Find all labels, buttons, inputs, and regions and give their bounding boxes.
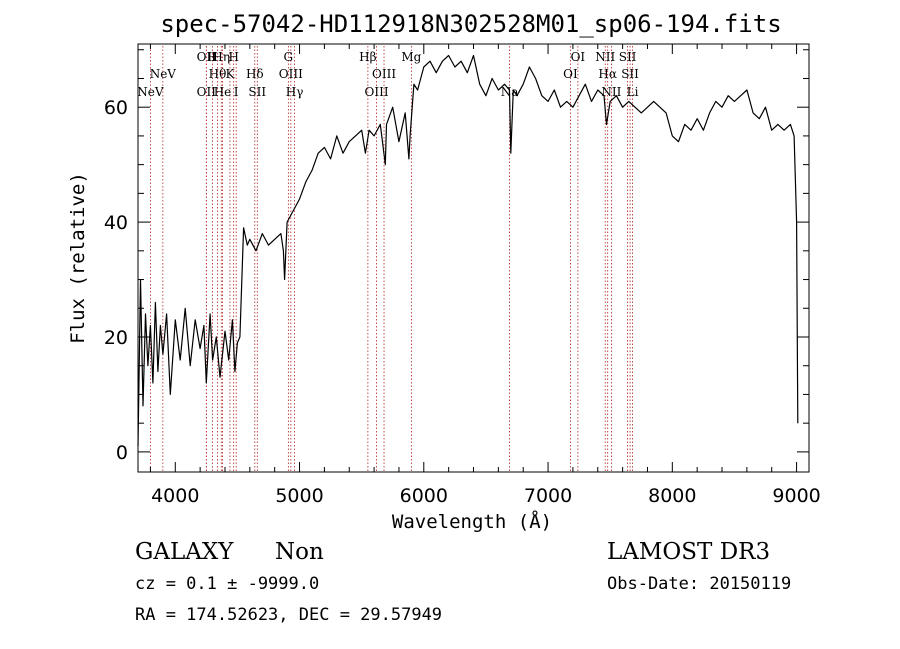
object-class: GALAXY — [135, 539, 234, 565]
line-label-19: Mg — [401, 50, 421, 64]
line-label-16: Hβ — [359, 50, 376, 64]
line-label-22: OI — [571, 50, 586, 64]
line-label-26: SII — [619, 50, 637, 64]
spectral-line-labels: NeVNeVOIIOIIHHθHηHeKHIHδSIIGOIIIHγHβOIII… — [137, 50, 639, 99]
line-label-0: NeV — [137, 85, 164, 99]
line-label-21: OI — [563, 67, 578, 81]
line-label-1: NeV — [150, 67, 177, 81]
plot-frame — [137, 43, 810, 473]
line-label-24: Hα — [598, 67, 617, 81]
line-label-13: G — [284, 50, 294, 64]
line-label-11: Hδ — [246, 67, 264, 81]
coordinates: RA = 174.52623, DEC = 29.57949 — [135, 605, 442, 625]
y-tick-label-2: 40 — [104, 212, 128, 234]
x-axis-label: Wavelength (Å) — [392, 510, 552, 533]
line-label-18: OIII — [372, 67, 396, 81]
y-tick-label-0: 0 — [116, 442, 128, 464]
line-label-17: OIII — [365, 85, 389, 99]
x-tick-label-5: 9000 — [772, 485, 820, 507]
obs-date: Obs-Date: 20150119 — [607, 574, 791, 594]
object-subclass: Non — [275, 539, 324, 565]
line-label-3: OII — [197, 85, 217, 99]
y-tick-label-3: 60 — [104, 97, 128, 119]
spectrum-series-line — [137, 54, 799, 447]
x-tick-label-3: 7000 — [524, 485, 572, 507]
line-label-28: Li — [627, 85, 639, 99]
x-tick-label-1: 5000 — [275, 485, 323, 507]
line-label-5: Hθ — [209, 67, 227, 81]
line-label-14: OIII — [279, 67, 303, 81]
line-label-6: Hη — [212, 50, 230, 64]
survey-name: LAMOST DR3 — [607, 539, 770, 565]
line-label-9: H — [228, 50, 238, 64]
x-tick-label-2: 6000 — [400, 485, 448, 507]
line-label-2: OII — [197, 50, 217, 64]
chart-title: spec-57042-HD112918N302528M01_sp06-194.f… — [160, 10, 781, 38]
x-axis: 4000 5000 6000 7000 8000 9000 — [149, 44, 821, 507]
line-label-4: H — [207, 50, 217, 64]
line-label-23: NII — [595, 50, 615, 64]
y-axis-label: Flux (relative) — [67, 172, 89, 344]
line-label-12: SII — [248, 85, 266, 99]
x-tick-label-4: 8000 — [648, 485, 696, 507]
line-label-10: I — [234, 85, 239, 99]
line-label-27: SII — [621, 67, 639, 81]
line-label-15: Hγ — [286, 85, 304, 99]
line-label-8: K — [225, 67, 235, 81]
x-tick-label-0: 4000 — [151, 485, 199, 507]
y-tick-label-1: 20 — [104, 327, 128, 349]
redshift-text: cz = 0.1 ± -9999.0 — [135, 574, 319, 594]
line-label-7: He — [214, 85, 232, 99]
y-axis: 0 20 40 60 — [104, 49, 809, 464]
